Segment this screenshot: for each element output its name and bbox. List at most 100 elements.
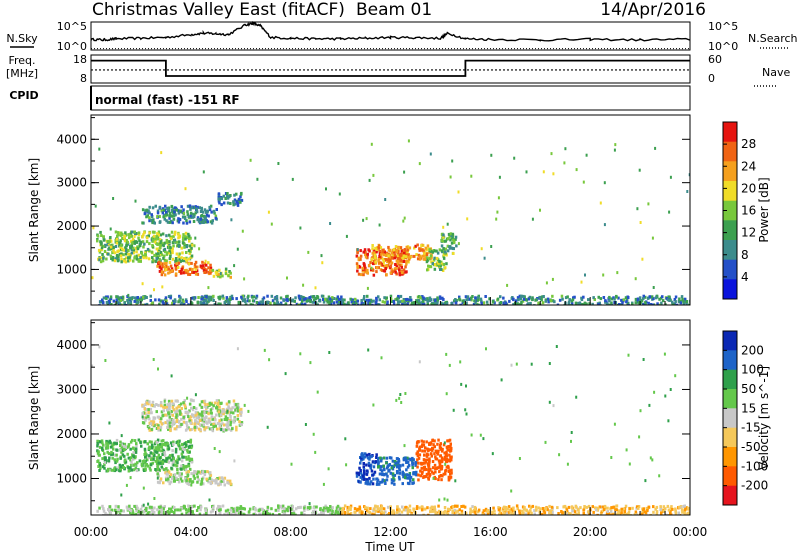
velocity-cell (223, 476, 227, 480)
power-cell (168, 216, 171, 220)
velocity-cell (481, 513, 484, 515)
power-cell (396, 297, 399, 301)
power-cell (294, 296, 297, 300)
velocity-cell (174, 447, 178, 451)
power-cell (356, 269, 359, 273)
velocity-cell (381, 473, 384, 477)
velocity-cell (164, 476, 168, 480)
power-cell (395, 250, 399, 254)
power-cell (144, 253, 147, 257)
velocity-cell (507, 511, 510, 515)
velocity-cell (146, 458, 149, 462)
velocity-cell (237, 406, 241, 410)
power-cell (218, 268, 221, 272)
power-cell (117, 249, 120, 253)
velocity-scatter-cell (500, 378, 503, 382)
power-cell (560, 294, 564, 298)
power-cell (190, 243, 194, 247)
power-cell (529, 301, 532, 305)
velocity-scatter-cell (399, 393, 402, 396)
velocity-cell (443, 455, 447, 459)
power-cell (177, 244, 181, 248)
velocity-cell (306, 506, 310, 510)
velocity-cell (431, 446, 434, 450)
velocity-cell (173, 427, 177, 431)
power-cell (357, 258, 361, 262)
velocity-cell (438, 445, 442, 449)
power-cell (316, 296, 320, 300)
velocity-cell (182, 415, 185, 419)
velocity-cell (104, 511, 107, 515)
power-cell (421, 295, 424, 299)
power-cell (206, 209, 209, 213)
power-cell (604, 300, 607, 304)
power-cell (371, 244, 374, 247)
power-cell (120, 257, 123, 261)
velocity-cell (174, 459, 177, 463)
velocity-cell (325, 506, 329, 510)
velocity-cell (178, 409, 182, 413)
power-scatter-cell (542, 170, 545, 174)
power-cell (173, 238, 177, 242)
velocity-cell (337, 513, 340, 515)
power-cell (328, 300, 331, 304)
velocity-scatter-cell (570, 439, 572, 443)
power-cell (188, 237, 191, 240)
velocity-cell (356, 507, 359, 511)
velocity-cell (450, 455, 453, 459)
power-cell (357, 256, 360, 260)
power-cell (377, 295, 380, 299)
power-cell (169, 237, 173, 241)
velocity-cell (239, 413, 243, 417)
power-cell (115, 301, 119, 305)
power-cell (156, 237, 160, 241)
power-cell (385, 296, 388, 300)
power-cell (375, 248, 379, 251)
velocity-cell (224, 411, 227, 414)
velocity-cell (398, 471, 402, 475)
velocity-scatter-cell (367, 348, 370, 352)
velocity-cell (218, 476, 221, 480)
velocity-cell (171, 405, 175, 409)
velocity-cell (155, 403, 158, 406)
velocity-cell (155, 456, 159, 460)
velocity-cell (417, 473, 420, 477)
velocity-cell (208, 427, 212, 431)
velocity-cell (644, 511, 648, 515)
velocity-cell (191, 413, 195, 417)
power-cell (362, 297, 366, 301)
velocity-cell (165, 468, 168, 472)
power-cell (378, 298, 381, 302)
power-scatter-cell (470, 174, 473, 178)
velocity-cell (158, 481, 161, 485)
velocity-cell (204, 420, 208, 424)
velocity-cell (405, 506, 408, 509)
power-cell (180, 256, 183, 260)
power-cell (224, 267, 228, 271)
power-cell (179, 210, 182, 214)
velocity-cell (153, 424, 156, 427)
velocity-scatter-cell (639, 409, 642, 413)
velocity-cell (171, 421, 175, 425)
velocity-cell (598, 505, 602, 509)
velocity-cell (572, 513, 575, 515)
velocity-cell (428, 448, 431, 452)
velocity-cell (179, 402, 183, 406)
velocity-cell (149, 407, 153, 411)
power-cell (606, 302, 609, 305)
velocity-cell (420, 508, 424, 512)
power-cell (112, 246, 115, 250)
velocity-cell (348, 513, 351, 515)
velocity-cell (370, 454, 373, 458)
velocity-cell (131, 511, 135, 515)
velocity-cell (369, 507, 372, 511)
power-cell (355, 262, 359, 266)
power-cell (209, 220, 213, 224)
velocity-colorbar-tick-label: -100 (741, 459, 768, 473)
velocity-cell (168, 406, 171, 409)
power-cell (196, 205, 199, 209)
velocity-cell (204, 426, 208, 430)
velocity-cell (204, 512, 208, 515)
power-y-tick-label: 2000 (56, 219, 87, 233)
power-cell (196, 216, 200, 220)
